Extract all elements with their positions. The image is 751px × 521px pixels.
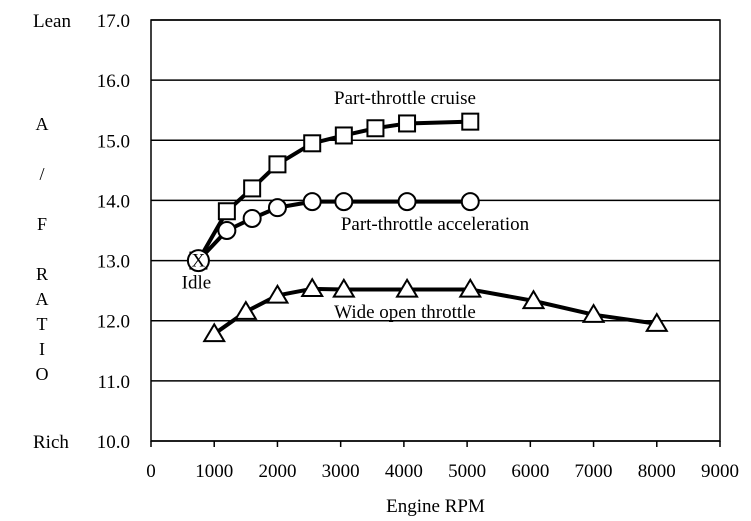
y-tick-label: 10.0 (97, 432, 130, 453)
triangle-marker (265, 283, 290, 304)
y-axis-title-letter: O (36, 364, 49, 384)
triangle-marker (581, 303, 606, 323)
idle-circle (186, 249, 210, 273)
y-tick-label: 16.0 (97, 71, 130, 92)
series-layer: X (186, 112, 669, 343)
triangle-marker (645, 312, 669, 332)
circle-marker (460, 192, 480, 212)
y-tick-label: 17.0 (97, 11, 130, 32)
y-tick-label: 15.0 (97, 131, 130, 152)
y-axis-title-letter: T (37, 314, 48, 334)
y-axis-title-letter: F (37, 214, 47, 234)
triangle-marker (332, 277, 356, 298)
square-marker (334, 126, 353, 145)
idle-x-label: X (192, 251, 206, 272)
y-axis-title-letter: R (36, 264, 48, 284)
series-label: Part-throttle cruise (334, 88, 476, 109)
y-tick-label: 13.0 (97, 252, 130, 273)
square-marker (217, 202, 236, 221)
circle-marker (302, 192, 322, 212)
x-tick-label: 0 (146, 461, 156, 482)
triangle-marker (234, 300, 258, 320)
square-marker (268, 155, 287, 174)
circle-marker (334, 192, 354, 212)
series-line (213, 286, 658, 336)
triangle-marker (300, 277, 324, 298)
y-axis: 10.0 11.0 12.0 13.0 14.0 15.0 16.0 17.0 (97, 11, 130, 453)
y-axis-title-letter: I (39, 339, 45, 359)
square-marker (243, 179, 262, 198)
triangle-marker (521, 289, 546, 310)
series-line (196, 119, 471, 262)
circle-marker (217, 221, 237, 240)
y-axis-title-letter: / (39, 164, 44, 184)
x-tick-label: 3000 (322, 461, 360, 482)
y-tick-label: 14.0 (97, 191, 130, 212)
series-label: Wide open throttle (334, 302, 476, 323)
y-axis-title-letter: A (36, 289, 49, 309)
lean-label: Lean (33, 11, 71, 32)
x-tick-label: 1000 (195, 461, 233, 482)
x-tick-label: 8000 (638, 461, 676, 482)
circle-marker (267, 198, 287, 218)
x-tick-label: 5000 (448, 461, 486, 482)
x-tick-label: 2000 (258, 461, 296, 482)
x-axis: 0 1000 2000 3000 4000 5000 6000 7000 8000 9000 (146, 441, 739, 482)
square-marker (461, 112, 480, 131)
triangle-marker (202, 322, 226, 343)
circle-marker (242, 208, 262, 228)
y-tick-label: 11.0 (97, 372, 130, 393)
triangle-marker (458, 277, 483, 298)
plot-frame (150, 19, 721, 442)
series-label: Part-throttle acceleration (341, 214, 530, 235)
rich-label: Rich (33, 432, 69, 453)
y-axis-title-letter: A (36, 114, 49, 134)
series-labels: Part-throttle cruise Part-throttle accele… (182, 88, 530, 323)
series-triangle (202, 277, 669, 343)
idle-marker: X (186, 249, 210, 273)
x-axis-title: Engine RPM (386, 496, 485, 517)
square-marker (303, 134, 322, 153)
triangle-marker (395, 277, 419, 298)
y-tick-label: 12.0 (97, 312, 130, 333)
series-square (189, 112, 480, 270)
x-tick-label: 6000 (511, 461, 549, 482)
circle-marker (397, 192, 417, 212)
x-tick-label: 4000 (385, 461, 423, 482)
square-marker (366, 119, 385, 138)
idle-annotation: Idle (182, 273, 212, 294)
x-tick-label: 7000 (575, 461, 613, 482)
square-marker (398, 114, 417, 133)
x-tick-label: 9000 (701, 461, 739, 482)
